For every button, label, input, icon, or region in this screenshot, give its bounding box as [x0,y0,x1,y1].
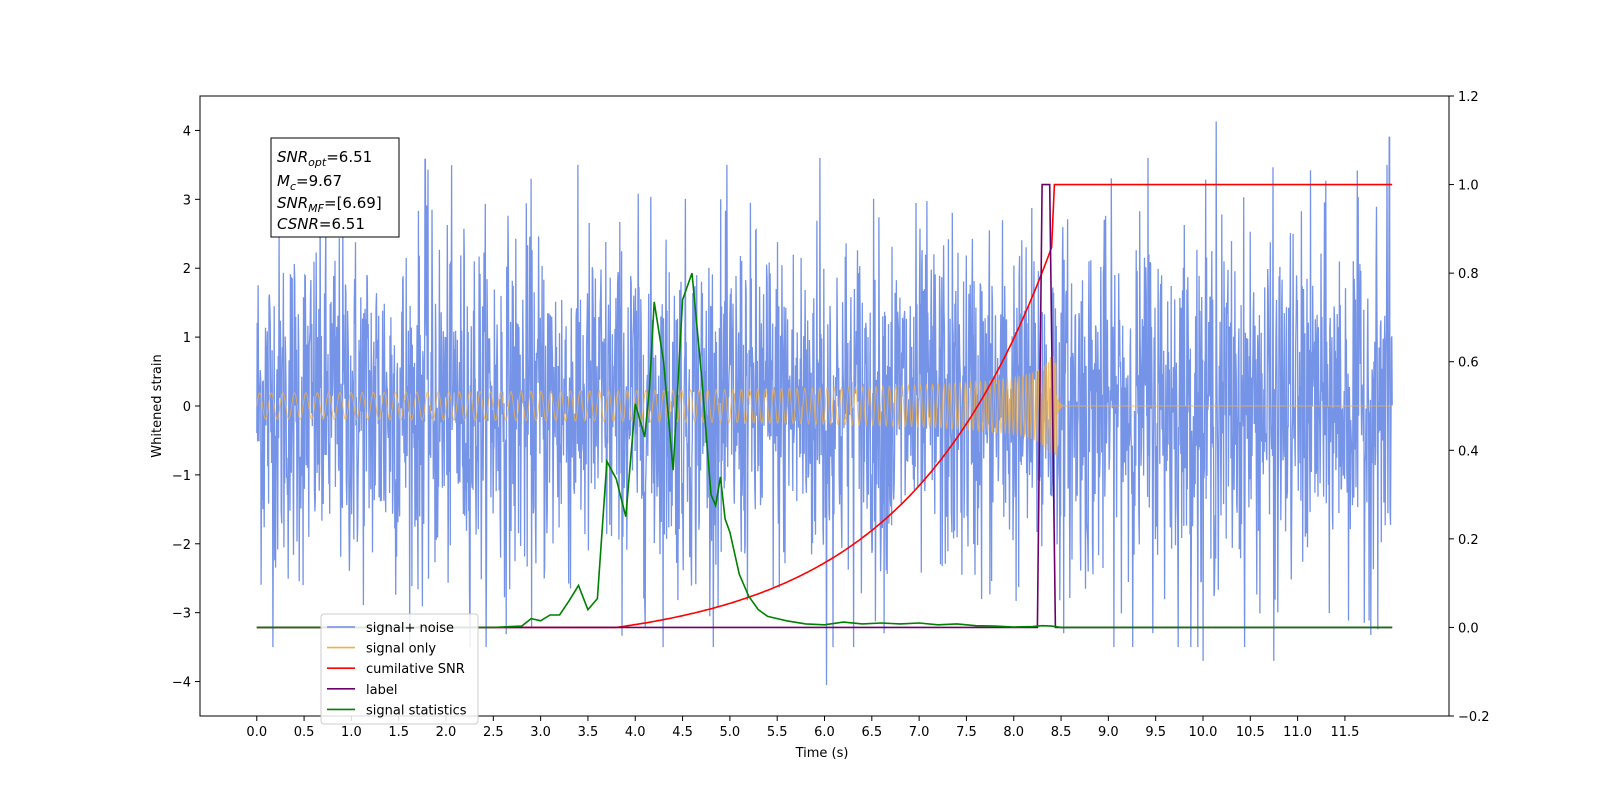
x-tick-label: 6.5 [861,725,882,740]
annotation-frame [270,137,400,238]
y-right-tick-label: −0.2 [1458,710,1490,725]
x-tick-label: 2.0 [436,725,457,740]
x-tick-label: 7.5 [956,725,977,740]
legend-label: cumilative SNR [366,662,465,677]
x-tick-label: 11.5 [1330,725,1359,740]
x-tick-label: 7.0 [909,725,930,740]
x-tick-label: 2.5 [483,725,504,740]
x-tick-label: 11.0 [1283,725,1312,740]
legend-frame [320,613,479,725]
y-right-tick-label: 1.2 [1458,90,1479,105]
annotation-snr-mf: SNRMF=[6.69] [277,194,382,215]
annotation-csnr: CSNR=6.51 [277,215,365,233]
x-tick-label: 6.0 [814,725,835,740]
y-right-tick-label: 1.0 [1458,179,1479,194]
x-tick-label: 10.5 [1236,725,1265,740]
x-tick-label: 5.5 [767,725,788,740]
y-right-tick-label: 0.6 [1458,356,1479,371]
series-signal-plus-noise [256,121,1393,686]
y-right-tick-label: 0.8 [1458,267,1479,282]
x-tick-label: 3.0 [530,725,551,740]
x-tick-label: 1.0 [341,725,362,740]
y-right-tick-label: 0.2 [1458,533,1479,548]
x-tick-label: 8.0 [1003,725,1024,740]
series-signal-only [256,356,1393,456]
y-right-tick-label: 0.4 [1458,444,1479,459]
x-tick-label: 10.0 [1189,725,1218,740]
legend: signal+ noise signal only cumilative SNR la… [320,613,479,725]
y-left-tick-label: −4 [172,676,191,691]
legend-label: signal only [366,642,436,657]
y-axis-right: 1.2 1.0 0.8 0.6 0.4 0.2 0.0 −0.2 [1449,90,1490,725]
annotation-box: SNRopt=6.51 Mc=9.67 SNRMF=[6.69] CSNR=6.… [270,137,400,238]
x-tick-label: 9.0 [1098,725,1119,740]
legend-label: label [366,683,397,698]
y-axis-left: 4 3 2 1 0 −1 −2 −3 −4 [172,124,200,691]
y-left-tick-label: −1 [172,469,191,484]
x-tick-label: 0.5 [294,725,315,740]
y-right-tick-label: 0.0 [1458,621,1479,636]
annotation-chirp-mass: Mc=9.67 [277,172,342,193]
y-left-tick-label: 1 [183,331,191,346]
y-left-tick-label: −3 [172,607,191,622]
x-tick-label: 8.5 [1051,725,1072,740]
x-tick-label: 3.5 [578,725,599,740]
y-left-tick-label: 4 [183,124,191,139]
x-axis: 0.0 0.5 1.0 1.5 2.0 2.5 3.0 3.5 4.0 4.5 5.0 5.5 6.0 6… [246,716,1359,740]
y-left-tick-label: −2 [172,538,191,553]
y-axis-label-left: Whitened strain [150,354,165,457]
x-tick-label: 4.5 [672,725,693,740]
x-tick-label: 9.5 [1145,725,1166,740]
legend-label: signal+ noise [366,621,454,636]
y-left-tick-label: 3 [183,193,191,208]
series-signal-statistics [256,272,1393,629]
y-left-tick-label: 2 [183,262,191,277]
x-tick-label: 1.5 [388,725,409,740]
x-axis-label: Time (s) [795,746,849,761]
y-left-tick-label: 0 [183,400,191,415]
legend-label: signal statistics [366,703,467,718]
annotation-snr-opt: SNRopt=6.51 [277,148,372,169]
x-tick-label: 5.0 [720,725,741,740]
x-tick-label: 4.0 [625,725,646,740]
x-tick-label: 0.0 [246,725,267,740]
